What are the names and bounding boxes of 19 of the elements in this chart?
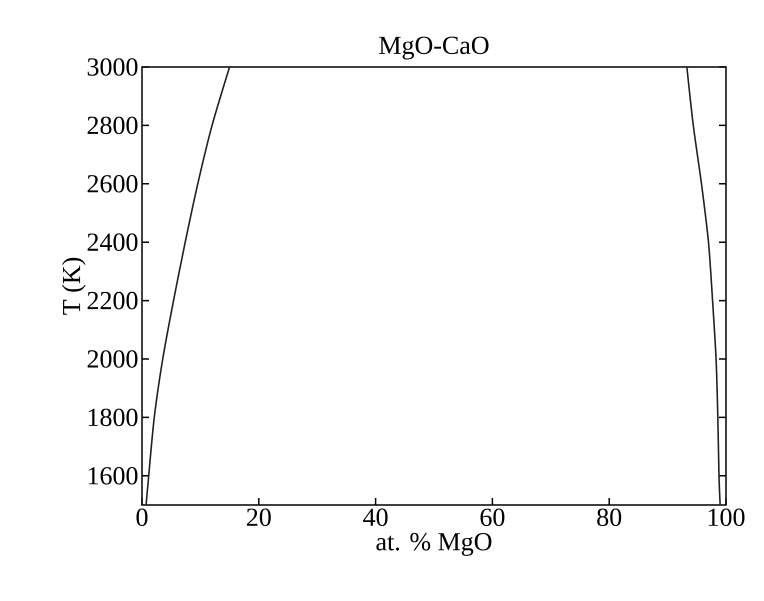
y-tick-label: 1600 xyxy=(88,467,138,485)
y-tick-label: 3000 xyxy=(88,58,138,76)
chart-title: MgO-CaO xyxy=(379,36,489,60)
y-tick-label: 2200 xyxy=(88,292,138,310)
y-tick-label: 2800 xyxy=(88,116,138,134)
y-tick-label: 2400 xyxy=(88,233,138,251)
line-series xyxy=(145,66,230,505)
x-tick-label: 100 xyxy=(708,508,745,526)
y-tick-label: 2600 xyxy=(88,175,138,193)
x-tick-label: 40 xyxy=(363,508,388,526)
x-axis-title: at. % MgO xyxy=(376,532,492,556)
x-tick-label: 60 xyxy=(480,508,504,526)
y-tick-label: 1800 xyxy=(88,408,138,426)
x-tick-label: 20 xyxy=(246,508,271,526)
line-series xyxy=(686,66,721,505)
x-tick-label: 0 xyxy=(136,508,148,526)
y-tick-label: 2000 xyxy=(88,350,138,368)
x-tick-label: 80 xyxy=(597,508,622,526)
y-axis-title: T (K) xyxy=(62,258,86,315)
